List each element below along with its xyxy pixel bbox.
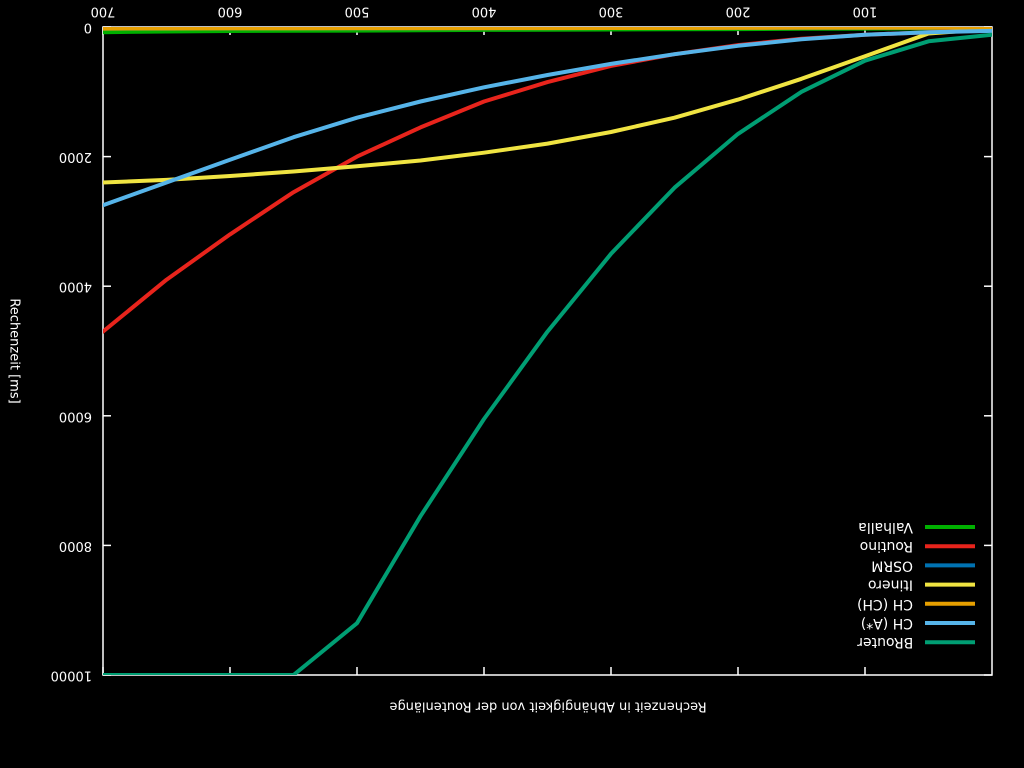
y-tick-label: 2000 — [59, 149, 92, 164]
series-line-itinero — [103, 27, 992, 185]
y-tick-label: 10000 — [51, 668, 92, 683]
legend-label-itinero: Itinero — [868, 577, 913, 593]
y-tick-label: 0 — [84, 20, 92, 35]
x-axis-label: Rechenzeit in Abhängigkeit von der Route… — [389, 699, 706, 714]
legend-label-valhalla: Valhalla — [858, 519, 913, 535]
x-tick-label: 500 — [345, 4, 370, 19]
x-tick-label: 700 — [91, 4, 116, 19]
legend-label-routino: Routino — [860, 538, 913, 554]
y-tick-label: 6000 — [59, 408, 92, 423]
legend-label-brouter: BRouter — [857, 634, 913, 650]
series-line-ch-ch — [103, 27, 992, 31]
series-lines — [103, 27, 992, 675]
legend-label-ch-ch: CH (CH) — [857, 596, 913, 612]
x-tick-label: 300 — [599, 4, 624, 19]
y-tick-label: 8000 — [59, 538, 92, 553]
series-line-ch-a — [103, 28, 992, 208]
x-tick-label: 200 — [726, 4, 751, 19]
x-tick-label: 600 — [218, 4, 243, 19]
legend-label-osrm: OSRM — [871, 557, 913, 573]
series-line-brouter — [103, 32, 992, 675]
legend: Valhalla Routino OSRM Itinero CH (CH) CH (A*)… — [857, 519, 975, 650]
legend-label-ch-a: CH (A*) — [861, 615, 913, 631]
x-tick-label: 100 — [853, 4, 878, 19]
y-axis-label: Rechenzeit [ms] — [7, 298, 22, 403]
x-tick-label: 400 — [472, 4, 497, 19]
y-tick-label: 4000 — [59, 279, 92, 294]
